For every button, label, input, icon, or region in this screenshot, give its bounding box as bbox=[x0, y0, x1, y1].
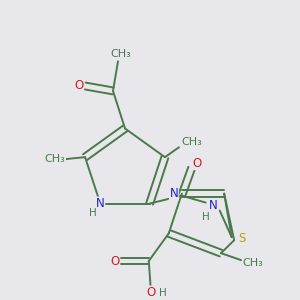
Text: O: O bbox=[110, 254, 119, 268]
Text: N: N bbox=[209, 199, 218, 212]
Text: N: N bbox=[169, 187, 178, 200]
Text: N: N bbox=[96, 197, 105, 210]
Text: CH₃: CH₃ bbox=[45, 154, 65, 164]
Text: O: O bbox=[74, 80, 84, 92]
Text: H: H bbox=[89, 208, 97, 218]
Text: S: S bbox=[238, 232, 246, 245]
Text: CH₃: CH₃ bbox=[182, 137, 202, 147]
Text: O: O bbox=[146, 286, 155, 299]
Text: H: H bbox=[202, 212, 210, 222]
Text: H: H bbox=[159, 288, 166, 298]
Text: O: O bbox=[192, 157, 201, 169]
Text: CH₃: CH₃ bbox=[243, 258, 263, 268]
Text: CH₃: CH₃ bbox=[111, 50, 131, 59]
